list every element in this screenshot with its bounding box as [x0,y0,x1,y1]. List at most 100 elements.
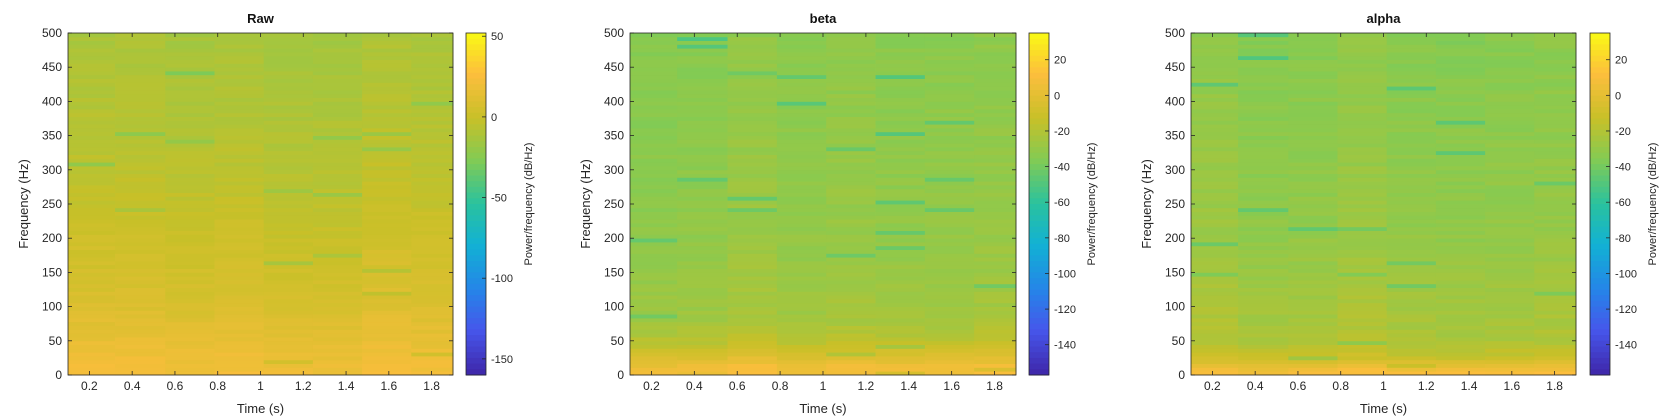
heatmap-cell [826,230,876,235]
heatmap-cell [1337,131,1388,136]
heatmap-cell [411,302,454,307]
heatmap-cell [214,112,265,117]
heatmap-cell [776,67,827,72]
colorbar-segment [1590,90,1610,97]
heatmap-cell [1288,268,1338,273]
heatmap-cell [1485,63,1535,68]
heatmap-cell [677,371,728,376]
heatmap-cell [1191,283,1239,288]
heatmap-cell [1534,367,1577,372]
heatmap-cell [312,261,363,266]
heatmap-cell [1191,219,1239,224]
heatmap-cell [165,230,215,235]
heatmap-cell [115,283,166,288]
heatmap-cell [727,200,778,205]
heatmap-cell [875,36,926,41]
heatmap-cell [263,257,314,262]
x-tick-label: 0.4 [124,379,141,393]
heatmap-cell [312,93,363,98]
heatmap-cell [411,158,454,163]
heatmap-cell [68,371,116,376]
heatmap-cell [362,97,412,102]
heatmap-cell [1485,33,1535,38]
colorbar-frame [1589,32,1611,376]
colorbar-segment [1029,352,1049,359]
heatmap-cell [1485,325,1535,330]
heatmap-cell [1337,215,1388,220]
heatmap-cell [214,150,265,155]
colorbar-segment [1029,295,1049,302]
heatmap-cell [115,314,166,319]
heatmap-cell [1435,166,1486,171]
heatmap-cell [115,48,166,53]
heatmap-cell [263,204,314,209]
heatmap-cell [214,48,265,53]
heatmap-cell [974,71,1017,76]
heatmap-cell [362,154,412,159]
heatmap-cell [115,337,166,342]
heatmap-cell [974,147,1017,152]
heatmap-cell [875,257,926,262]
heatmap-cell [1288,128,1338,133]
heatmap-cell [677,352,728,357]
heatmap-cell [214,272,265,277]
heatmap-cell [312,242,363,247]
heatmap-cell [362,329,412,334]
heatmap-cell [1238,230,1289,235]
heatmap-cell [68,185,116,190]
heatmap-cell [1534,120,1577,125]
heatmap-cell [362,90,412,95]
heatmap-cell [214,116,265,121]
heatmap-cell [875,245,926,250]
heatmap-cell [1288,242,1338,247]
heatmap-cell [776,226,827,231]
heatmap-cell [875,63,926,68]
heatmap-cell [1288,131,1338,136]
heatmap-cell [727,253,778,258]
heatmap-cell [1386,310,1437,315]
heatmap-cell [165,261,215,266]
heatmap-cell [362,321,412,326]
heatmap-cell [1191,48,1239,53]
heatmap-cell [776,371,827,376]
colorbar-segment [1590,61,1610,68]
heatmap-cell [165,264,215,269]
heatmap-cell [1534,109,1577,114]
y-tick-label: 450 [42,60,62,74]
heatmap-cell [362,116,412,121]
heatmap-cell [362,101,412,106]
heatmap-cell [1238,207,1289,212]
heatmap-cell [263,162,314,167]
heatmap-cell [362,219,412,224]
heatmap-cell [1534,359,1577,364]
colorbar-segment [1590,278,1610,285]
heatmap-cell [1485,302,1535,307]
heatmap-cell [362,226,412,231]
heatmap-cell [974,158,1017,163]
heatmap-cell [924,93,975,98]
heatmap-cell [875,219,926,224]
colorbar-segment [1590,112,1610,119]
heatmap-cell [776,109,827,114]
heatmap-cell [1534,344,1577,349]
heatmap-cell [115,90,166,95]
heatmap-cell [1534,245,1577,250]
heatmap-cell [1337,185,1388,190]
heatmap-cell [362,166,412,171]
heatmap-cell [1288,306,1338,311]
heatmap-cell [362,215,412,220]
heatmap-cell [776,333,827,338]
heatmap-cell [263,238,314,243]
heatmap-cell [165,272,215,277]
heatmap-cell [677,40,728,45]
heatmap-cell [1386,207,1437,212]
heatmap-cell [1534,340,1577,345]
heatmap-cell [165,74,215,79]
heatmap-cell [1386,154,1437,159]
heatmap-cell [1435,223,1486,228]
heatmap-cell [826,249,876,254]
heatmap-cell [362,223,412,228]
heatmap-cell [1191,158,1239,163]
heatmap-cell [214,166,265,171]
